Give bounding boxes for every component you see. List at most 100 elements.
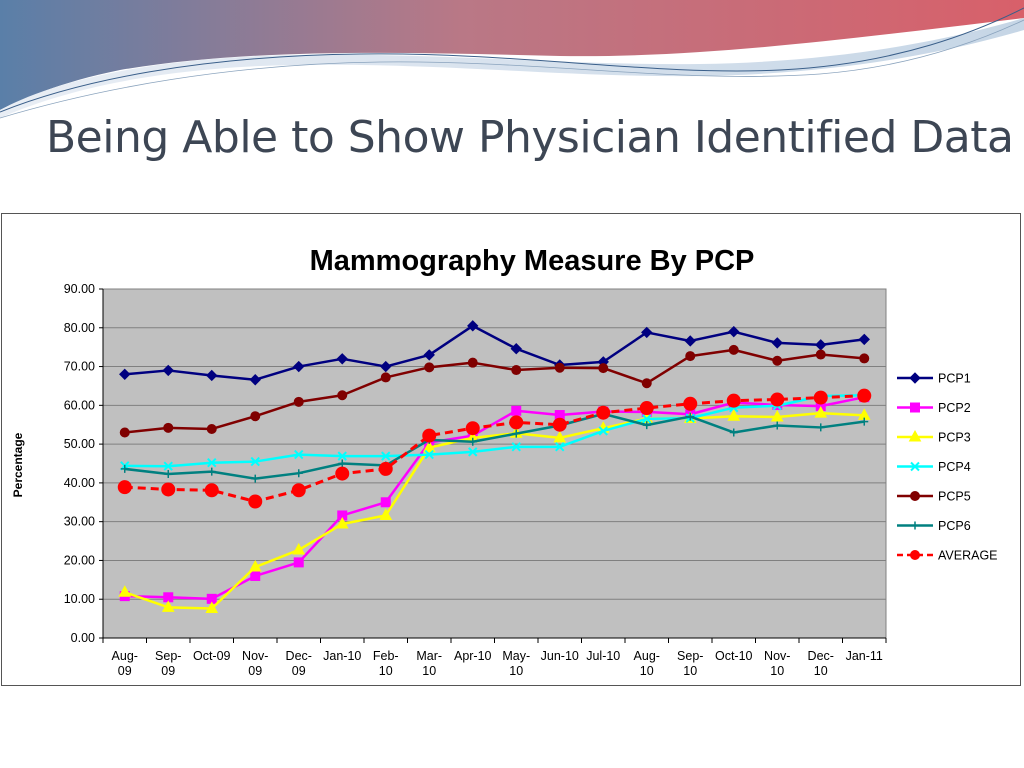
x-tick-label: Jan-11 bbox=[846, 649, 883, 663]
data-point bbox=[639, 401, 654, 416]
data-point bbox=[119, 368, 131, 381]
data-point bbox=[860, 417, 869, 426]
data-point bbox=[161, 482, 176, 497]
data-point bbox=[337, 390, 348, 401]
y-tick-label: 30.00 bbox=[64, 515, 95, 529]
data-point bbox=[205, 601, 219, 614]
data-point bbox=[422, 428, 437, 443]
data-point bbox=[378, 461, 393, 476]
data-point bbox=[381, 451, 391, 461]
y-tick-label: 40.00 bbox=[64, 476, 95, 490]
data-point bbox=[467, 357, 478, 368]
data-point bbox=[684, 335, 696, 347]
data-point bbox=[596, 405, 611, 420]
data-point bbox=[380, 497, 391, 508]
legend-label: PCP2 bbox=[938, 401, 971, 415]
data-point bbox=[162, 364, 174, 377]
data-point bbox=[164, 469, 173, 478]
data-point bbox=[858, 333, 870, 346]
line-chart: 0.00 10.00 20.00 30.00 40.00 50.00 60.00 70.00 8… bbox=[11, 245, 998, 678]
data-point bbox=[335, 466, 350, 481]
y-tick-label: 60.00 bbox=[64, 398, 95, 412]
data-point bbox=[510, 343, 522, 355]
data-point bbox=[468, 447, 478, 457]
data-point bbox=[422, 440, 436, 453]
data-point bbox=[910, 491, 920, 501]
x-tick-label: Feb-10 bbox=[373, 649, 399, 678]
data-point bbox=[337, 451, 347, 461]
series-line bbox=[124, 394, 865, 504]
chart-title: Mammography Measure By PCP bbox=[310, 245, 755, 277]
data-point bbox=[467, 320, 479, 332]
data-point bbox=[163, 461, 173, 471]
data-point bbox=[728, 325, 740, 338]
data-point bbox=[250, 456, 260, 467]
data-point bbox=[380, 360, 392, 373]
x-tick-label: Jun-10 bbox=[541, 649, 579, 663]
legend-item-pcp4: PCP4 bbox=[897, 460, 971, 474]
data-point bbox=[683, 396, 698, 411]
x-tick-label: Sep-10 bbox=[677, 649, 703, 678]
data-point bbox=[465, 421, 480, 436]
data-point bbox=[908, 429, 922, 442]
x-tick-label: Sep-09 bbox=[155, 649, 181, 678]
data-point bbox=[291, 483, 306, 498]
plot-area bbox=[102, 288, 887, 639]
data-point bbox=[770, 409, 784, 422]
data-point bbox=[726, 393, 741, 408]
x-tick-label: Jul-10 bbox=[586, 649, 620, 663]
legend-item-pcp6: PCP6 bbox=[897, 519, 971, 533]
data-point bbox=[424, 362, 435, 373]
data-point bbox=[118, 585, 132, 597]
legend-item-pcp2: PCP2 bbox=[897, 401, 971, 415]
legend-label: PCP4 bbox=[938, 460, 971, 474]
data-point bbox=[641, 378, 652, 389]
data-point bbox=[772, 355, 783, 366]
data-point bbox=[598, 426, 608, 436]
series-line bbox=[124, 394, 865, 468]
series-line bbox=[124, 324, 865, 381]
data-point bbox=[552, 417, 567, 432]
data-point bbox=[509, 415, 524, 430]
data-point bbox=[771, 337, 783, 349]
data-point bbox=[553, 430, 567, 443]
data-point bbox=[161, 600, 175, 612]
data-point bbox=[770, 392, 785, 407]
data-point bbox=[727, 409, 741, 421]
y-tick-label: 90.00 bbox=[64, 282, 95, 296]
data-point bbox=[117, 480, 132, 495]
series-line bbox=[124, 348, 865, 434]
data-point bbox=[424, 449, 434, 460]
data-point bbox=[816, 423, 825, 432]
data-point bbox=[728, 344, 739, 355]
data-point bbox=[511, 365, 522, 376]
data-point bbox=[120, 464, 129, 473]
legend-item-pcp5: PCP5 bbox=[897, 490, 971, 504]
data-point bbox=[206, 423, 217, 434]
data-point bbox=[163, 422, 174, 433]
data-point bbox=[207, 458, 217, 468]
data-point bbox=[293, 396, 304, 407]
series-average bbox=[117, 388, 872, 509]
data-point bbox=[910, 550, 920, 560]
x-tick-label: Apr-10 bbox=[454, 649, 492, 663]
data-point bbox=[293, 557, 304, 568]
legend-label: AVERAGE bbox=[938, 549, 998, 563]
data-point bbox=[379, 508, 393, 520]
y-tick-label: 10.00 bbox=[64, 592, 95, 606]
legend-item-average: AVERAGE bbox=[897, 549, 998, 563]
data-point bbox=[859, 353, 870, 364]
data-point bbox=[250, 570, 261, 581]
x-tick-label: Dec-09 bbox=[286, 649, 312, 678]
x-tick-label: Nov-10 bbox=[764, 649, 790, 678]
data-point bbox=[468, 437, 477, 446]
data-point bbox=[910, 402, 920, 413]
data-point bbox=[909, 372, 921, 384]
y-tick-label: 70.00 bbox=[64, 360, 95, 374]
x-tick-label: Mar-10 bbox=[416, 649, 442, 678]
data-point bbox=[248, 559, 262, 572]
data-point bbox=[292, 542, 306, 555]
data-point bbox=[598, 363, 609, 374]
data-point bbox=[294, 469, 303, 478]
series-pcp6 bbox=[120, 409, 869, 483]
